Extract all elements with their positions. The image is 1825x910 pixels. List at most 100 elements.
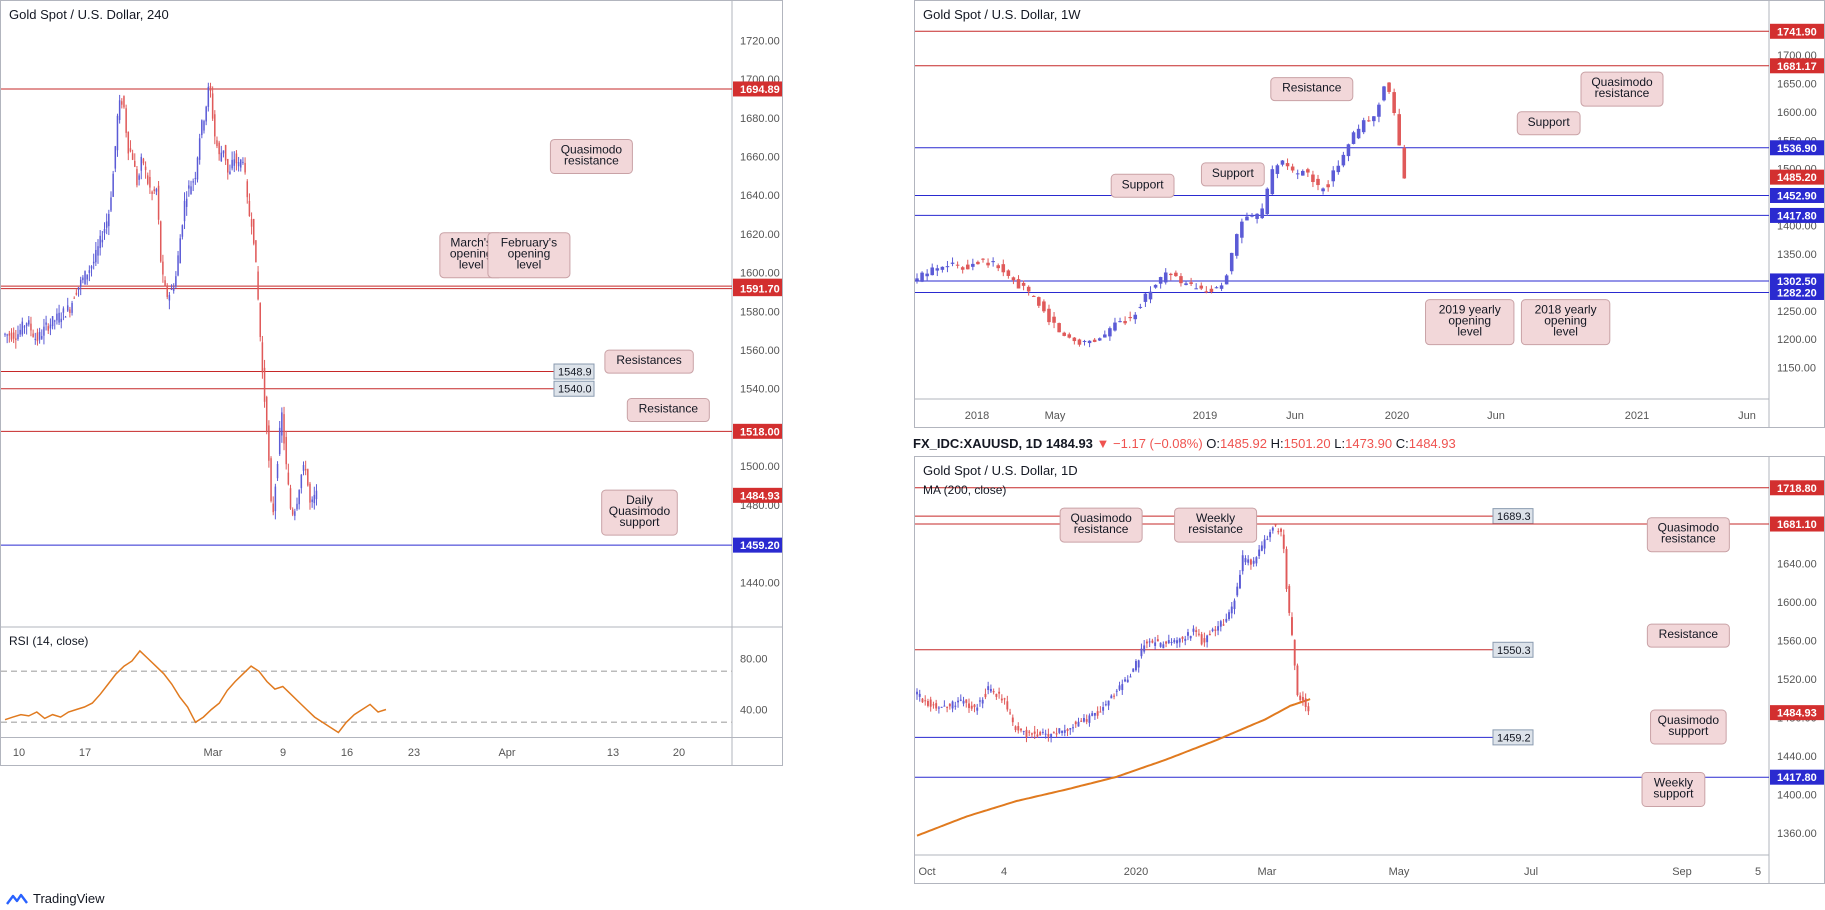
- price-tick-label: 1660.00: [740, 151, 780, 163]
- candle-body: [179, 238, 181, 264]
- level-price-tag: [553, 363, 595, 380]
- price-tick-label: 1600.00: [740, 268, 780, 280]
- candle-body: [268, 425, 270, 461]
- candle-body: [1123, 321, 1127, 324]
- annotation-text: opening: [450, 247, 493, 261]
- candle-body: [1178, 638, 1181, 643]
- candle-body: [1137, 660, 1140, 668]
- candle-body: [246, 181, 249, 198]
- candle-body: [240, 159, 242, 168]
- tradingview-brand[interactable]: TradingView: [6, 891, 105, 906]
- candle-body: [1266, 538, 1269, 540]
- annotation-text: Resistances: [616, 353, 681, 367]
- candle-body: [1097, 338, 1102, 341]
- annotation-text: Quasimodo: [609, 504, 671, 518]
- candle-body: [313, 494, 316, 504]
- candle-body: [272, 503, 274, 513]
- candle-body: [1047, 308, 1051, 323]
- candle-body: [945, 266, 950, 268]
- level-price-tag: [1492, 729, 1534, 746]
- rsi-title: RSI (14, close): [9, 634, 88, 648]
- candle-body: [278, 427, 281, 455]
- rsi-line: [4, 649, 387, 734]
- candle-body: [1351, 132, 1356, 144]
- candle-body: [951, 701, 954, 709]
- candle-body: [1174, 272, 1178, 277]
- candle-body: [1014, 726, 1017, 731]
- candle-body: [1290, 166, 1295, 171]
- h4-chart-svg[interactable]: 1720.001700.001680.001660.001640.001620.…: [1, 1, 783, 738]
- candle-body: [205, 106, 207, 122]
- candle-body: [940, 706, 943, 708]
- candle-body: [66, 305, 69, 311]
- candle-body: [155, 188, 158, 192]
- candle-body: [954, 705, 957, 707]
- annotation-text: Daily: [626, 493, 653, 507]
- candle-body: [1277, 530, 1280, 533]
- d1-chart-pane[interactable]: 1680.001640.001600.001560.001520.001480.…: [914, 456, 1825, 884]
- candle-body: [1148, 641, 1151, 643]
- candle-body: [1167, 640, 1170, 644]
- candle-body: [1145, 641, 1148, 644]
- quote-low: 1473.90: [1345, 436, 1393, 451]
- annotation-callout: [601, 489, 678, 536]
- time-tick-label: 17: [79, 747, 91, 759]
- candle-body: [53, 320, 56, 322]
- candle-body: [915, 278, 919, 281]
- candle-body: [201, 120, 203, 136]
- time-tick-label: Jun: [1738, 410, 1756, 422]
- candle-body: [1022, 730, 1025, 732]
- annotation-text: level: [517, 258, 542, 272]
- level-price-tag: [733, 537, 782, 553]
- candle-body: [1047, 733, 1050, 737]
- level-price-tag: [1770, 23, 1824, 39]
- candle-body: [1372, 116, 1376, 122]
- candle-body: [1132, 668, 1135, 672]
- price-tick-label: 1480.00: [740, 500, 780, 512]
- candle-body: [1244, 558, 1247, 563]
- candle-body: [987, 686, 990, 690]
- candle-body: [237, 162, 240, 167]
- candle-body: [1377, 104, 1381, 117]
- candle-body: [1200, 634, 1203, 645]
- candle-body: [47, 326, 50, 331]
- level-price-label: 1741.90: [1777, 26, 1817, 38]
- candle-body: [261, 342, 264, 373]
- level-price-tag: [1770, 58, 1824, 74]
- candle-body: [64, 316, 67, 318]
- candle-body: [116, 115, 119, 151]
- h4-time-axis-pane[interactable]: 10 17 Mar 9 16 23 Apr 13 20: [0, 738, 783, 766]
- candle-body: [1085, 719, 1088, 722]
- candle-body: [943, 705, 946, 707]
- candle-body: [233, 159, 236, 166]
- annotation-callout: [549, 138, 633, 174]
- candle-body: [168, 295, 171, 301]
- candle-body: [259, 303, 261, 337]
- candle-body: [235, 153, 238, 164]
- candle-body: [1258, 549, 1261, 557]
- annotation-text: Resistance: [1282, 81, 1342, 95]
- candle-body: [1103, 334, 1107, 338]
- candle-body: [1028, 731, 1031, 733]
- annotation-text: Quasimodo: [1658, 521, 1720, 535]
- w1-chart-svg[interactable]: 1700.001650.001600.001550.001500.001450.…: [915, 1, 1825, 428]
- candle-body: [1204, 291, 1209, 293]
- time-tick-label: 10: [13, 747, 25, 759]
- annotation-callout: [1425, 299, 1515, 346]
- candle-body: [8, 333, 11, 336]
- h4-chart-pane[interactable]: 1720.00 1700.00 1680.00 1660.00 1640.00 1620.…: [0, 0, 783, 738]
- d1-chart-svg[interactable]: 1680.001640.001600.001560.001520.001480.…: [915, 457, 1825, 884]
- level-price-label: 1452.90: [1777, 190, 1817, 202]
- candle-body: [38, 331, 41, 340]
- h4-time-axis[interactable]: 10 17 Mar 9 16 23 Apr 13 20: [1, 738, 783, 766]
- candle-body: [1102, 707, 1105, 711]
- candle-body: [998, 691, 1001, 694]
- candle-body: [1230, 606, 1233, 614]
- candle-body: [1316, 178, 1320, 186]
- annotation-text: Support: [1122, 177, 1165, 191]
- candle-body: [1397, 114, 1401, 146]
- w1-chart-pane[interactable]: 1700.001650.001600.001550.001500.001450.…: [914, 0, 1825, 428]
- candle-body: [88, 270, 91, 273]
- annotation-callout: [1646, 517, 1730, 553]
- candle-body: [1203, 638, 1206, 643]
